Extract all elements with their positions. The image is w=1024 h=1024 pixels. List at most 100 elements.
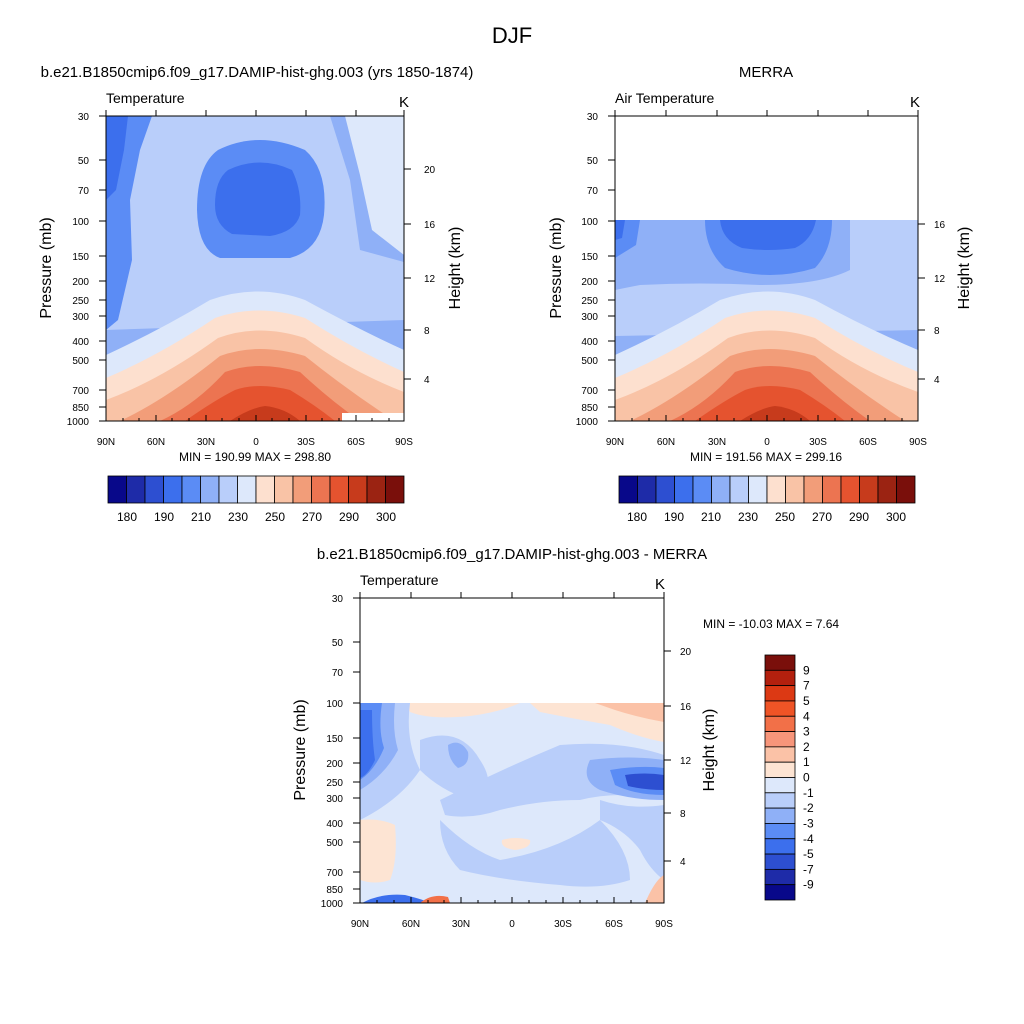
colorbar-box <box>385 475 405 504</box>
x-tick-label: 90S <box>395 437 413 448</box>
contour-band-neg-right-4 <box>625 773 664 790</box>
colorbar-box <box>366 475 386 504</box>
left-string: Temperature <box>360 572 439 588</box>
colorbar-box <box>126 475 146 504</box>
y-right-ticks <box>918 223 925 380</box>
min-max-stats: MIN = -10.03 MAX = 7.64 <box>703 617 839 631</box>
colorbar-box <box>674 475 694 504</box>
y-tick-label: 150 <box>326 734 343 745</box>
colorbar-label: -7 <box>803 862 814 876</box>
colorbar-box <box>803 475 823 504</box>
contour-band-pos-surface-right <box>645 875 664 903</box>
y-tick-label: 50 <box>587 156 599 167</box>
y-tick-label: 400 <box>581 337 598 348</box>
colorbar-label: 270 <box>302 510 322 524</box>
colorbar-label: 230 <box>228 510 248 524</box>
x-tick-label: 90N <box>351 919 369 930</box>
colorbar-box <box>764 761 796 778</box>
x-major-ticks <box>105 110 405 421</box>
x-major-ticks <box>359 592 665 903</box>
contour-band-pos-left-lower <box>360 819 396 883</box>
colorbar-vertical: 9 754 321 0-1-2-3 -4-5-7 -9 <box>764 654 814 901</box>
colorbar-box <box>144 475 164 504</box>
y-left-ticks <box>353 597 360 904</box>
x-minor-ticks <box>631 418 903 421</box>
colorbar-box <box>764 746 796 763</box>
panel-title: b.e21.B1850cmip6.f09_g17.DAMIP-hist-ghg.… <box>317 546 707 563</box>
y-right-axis-title: Height (km) <box>447 227 464 310</box>
colorbar-labels: 9 754 321 0-1-2-3 -4-5-7 -9 <box>803 663 814 891</box>
colorbar-box <box>711 475 731 504</box>
main-title: DJF <box>492 23 532 48</box>
height-tick-label: 4 <box>424 375 430 386</box>
x-tick-label: 30S <box>297 437 315 448</box>
y-right-tick-labels: 20 16 12 8 4 <box>680 647 692 868</box>
y-tick-label: 200 <box>581 277 598 288</box>
y-tick-label: 700 <box>326 868 343 879</box>
y-tick-label: 700 <box>581 386 598 397</box>
y-axis-title: Pressure (mb) <box>38 217 55 318</box>
colorbar-box <box>255 475 275 504</box>
height-tick-label: 12 <box>680 756 692 767</box>
y-tick-label: 30 <box>332 594 344 605</box>
contour-band-200-nh <box>615 220 625 240</box>
colorbar-box <box>764 838 796 855</box>
y-tick-label: 500 <box>72 356 89 367</box>
colorbar-label: -2 <box>803 801 814 815</box>
colorbar-box <box>311 475 331 504</box>
colorbar-box <box>107 475 127 504</box>
colorbar-label: 210 <box>701 510 721 524</box>
x-tick-label: 0 <box>253 437 259 448</box>
colorbar-box <box>329 475 349 504</box>
colorbar-boxes <box>107 475 405 504</box>
height-tick-label: 4 <box>934 375 940 386</box>
contour-band-290 <box>695 386 845 421</box>
colorbar-label: 7 <box>803 679 810 693</box>
axes-frame <box>99 110 411 422</box>
colorbar-label: 300 <box>376 510 396 524</box>
colorbar-label: 290 <box>339 510 359 524</box>
x-tick-label: 90N <box>97 437 115 448</box>
colorbar-box <box>764 807 796 824</box>
y-tick-label: 850 <box>72 403 89 414</box>
colorbar-label: -3 <box>803 816 814 830</box>
x-tick-label: 0 <box>764 437 770 448</box>
colorbar-label: 190 <box>664 510 684 524</box>
height-tick-label: 16 <box>424 220 436 231</box>
x-major-ticks <box>614 110 919 421</box>
x-tick-label: 60S <box>859 437 877 448</box>
y-tick-labels: 30 50 70 100 150 200 250 300 400 500 700… <box>321 594 344 910</box>
x-tick-label: 60N <box>402 919 420 930</box>
colorbar-label: 230 <box>738 510 758 524</box>
contour-band-neg-lower <box>440 820 630 887</box>
y-tick-labels: 30 50 70 100 150 200 250 300 400 500 700… <box>67 112 90 428</box>
colorbar-label: 250 <box>775 510 795 524</box>
x-tick-label: 0 <box>509 919 515 930</box>
colorbar-boxes <box>764 654 796 901</box>
colorbar-box <box>766 475 786 504</box>
colorbar-label: -5 <box>803 847 814 861</box>
y-right-tick-labels: 20 16 12 8 4 <box>424 165 436 386</box>
contour-band-neg-right-lower <box>600 800 664 880</box>
colorbar-label: 180 <box>627 510 647 524</box>
right-string: K <box>399 94 409 111</box>
y-tick-label: 30 <box>78 112 90 123</box>
contour-band-neg-mid <box>420 735 488 800</box>
contour-field <box>615 220 918 421</box>
colorbar-box <box>764 823 796 840</box>
y-tick-label: 850 <box>581 403 598 414</box>
colorbar-box <box>764 700 796 717</box>
colorbar-box <box>764 685 796 702</box>
colorbar-box <box>877 475 897 504</box>
y-tick-label: 70 <box>78 186 90 197</box>
contour-band-neg-left-4 <box>360 710 375 778</box>
colorbar: 180 190 210 230 250 270 290 300 <box>618 475 916 524</box>
y-tick-label: 200 <box>326 759 343 770</box>
colorbar-box <box>218 475 238 504</box>
y-tick-label: 1000 <box>321 899 344 910</box>
colorbar-label: 190 <box>154 510 174 524</box>
x-minor-ticks <box>376 900 648 903</box>
colorbar-label: 210 <box>191 510 211 524</box>
panel-title: MERRA <box>739 64 793 81</box>
